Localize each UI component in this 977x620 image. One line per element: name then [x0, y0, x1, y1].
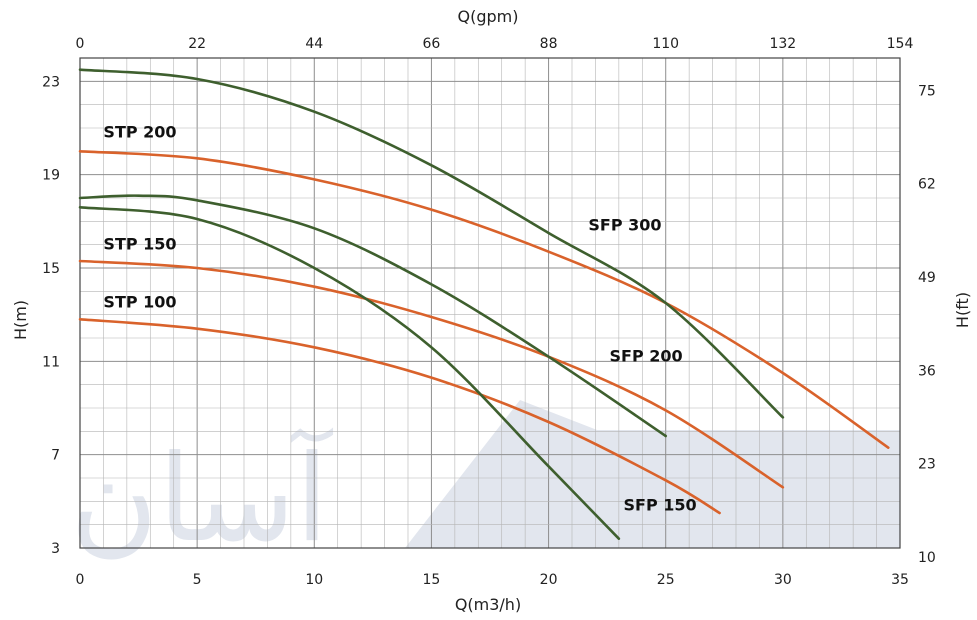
- series-label-stp-200: STP 200: [103, 122, 176, 141]
- y-tick-label: 19: [42, 168, 60, 184]
- x2-axis-title: Q(gpm): [458, 7, 519, 26]
- series-line-sfp-200: [78, 194, 668, 438]
- series-line-sfp-300: [78, 68, 785, 419]
- watermark-layer: آسان: [70, 400, 900, 569]
- y-tick-label: 15: [42, 261, 60, 277]
- x2-tick-label: 88: [540, 36, 558, 52]
- x-tick-label: 25: [657, 572, 675, 588]
- y-tick-label: 11: [42, 354, 60, 370]
- x-tick-label: 5: [193, 572, 202, 588]
- series-labels: STP 200 STP 150 STP 100 SFP 300 SFP 200 SFP 1…: [103, 122, 696, 514]
- x-axis-title: Q(m3/h): [455, 595, 521, 614]
- watermark-band: [560, 430, 900, 548]
- x2-tick-label: 154: [887, 36, 914, 52]
- y-tick-label: 3: [51, 541, 60, 557]
- y-axis-title: H(m): [11, 300, 30, 340]
- x2-tick-label: 110: [652, 36, 679, 52]
- watermark-text: آسان: [70, 427, 333, 569]
- series-label-stp-150: STP 150: [103, 234, 176, 253]
- x2-tick-label: 132: [769, 36, 796, 52]
- series-label-sfp-300: SFP 300: [588, 216, 661, 235]
- x-tick-label: 0: [76, 572, 85, 588]
- y2-tick-label: 23: [918, 457, 936, 473]
- series-label-sfp-200: SFP 200: [609, 346, 682, 365]
- tick-labels: 0 5 10 15 20 25 30 35 0 22 44 66 88 110 132 154 3 7 11 15 19…: [42, 36, 936, 588]
- y2-tick-label: 10: [918, 550, 936, 566]
- y-tick-label: 23: [42, 74, 60, 90]
- x-tick-label: 30: [774, 572, 792, 588]
- series-line-stp-200: [78, 150, 890, 449]
- x2-tick-label: 44: [305, 36, 323, 52]
- series-label-sfp-150: SFP 150: [624, 496, 697, 515]
- x-tick-label: 15: [423, 572, 441, 588]
- x-tick-label: 35: [891, 572, 909, 588]
- y-tick-label: 7: [51, 448, 60, 464]
- series-line-stp-150: [78, 259, 785, 489]
- y2-tick-label: 62: [918, 177, 936, 193]
- series-line-sfp-150: [78, 206, 621, 540]
- y2-tick-label: 49: [918, 270, 936, 286]
- x2-tick-label: 0: [76, 36, 85, 52]
- y2-axis-title: H(ft): [953, 292, 972, 328]
- series-label-stp-100: STP 100: [103, 293, 176, 312]
- y2-tick-label: 36: [918, 363, 936, 379]
- y2-tick-label: 75: [918, 83, 936, 99]
- series-lines: [78, 68, 890, 540]
- series-line-stp-100: [78, 318, 721, 515]
- x2-tick-label: 22: [188, 36, 206, 52]
- plot-border: [79, 57, 901, 549]
- plot-frame: [79, 57, 901, 549]
- x2-tick-label: 66: [423, 36, 441, 52]
- x-tick-label: 20: [540, 572, 558, 588]
- x-tick-label: 10: [305, 572, 323, 588]
